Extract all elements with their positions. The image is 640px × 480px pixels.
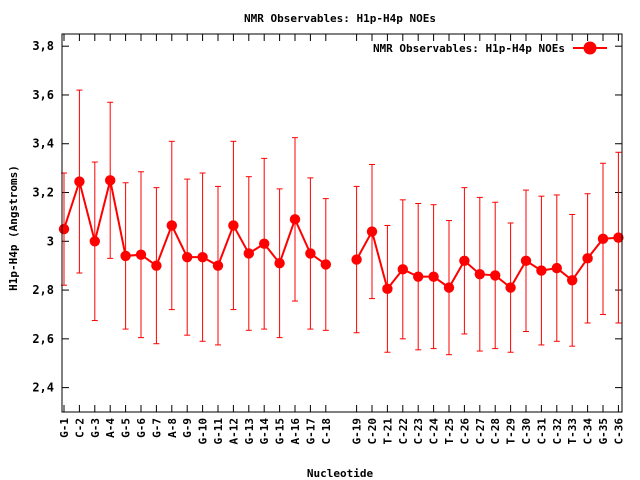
y-tick-label: 3,2 (32, 186, 54, 200)
data-point (597, 233, 609, 245)
x-tick-label: G-11 (212, 418, 225, 445)
x-tick-label: C-22 (397, 418, 410, 445)
data-point (382, 283, 393, 295)
x-tick-label: T-33 (566, 418, 579, 445)
series-segment (355, 228, 619, 292)
x-tick-label: A-4 (104, 418, 117, 438)
x-tick-label: G-17 (304, 418, 317, 445)
data-point (474, 269, 485, 280)
data-point (120, 250, 131, 262)
data-point (520, 255, 532, 266)
data-point (58, 223, 70, 235)
x-tick-label: A-8 (166, 418, 179, 438)
x-tick-label: C-27 (474, 418, 487, 445)
x-tick-label: G-7 (150, 418, 163, 438)
data-point (74, 176, 85, 187)
x-tick-label: C-20 (366, 418, 379, 445)
x-tick-label: G-15 (274, 418, 287, 445)
y-tick-label: 2,4 (32, 381, 54, 395)
x-tick-label: C-34 (582, 418, 595, 445)
data-point (289, 214, 301, 225)
x-tick-label: C-26 (458, 418, 471, 445)
y-tick-label: 3,8 (32, 39, 54, 53)
y-tick-label: 3 (47, 234, 54, 248)
data-point (536, 265, 547, 276)
data-point (305, 248, 316, 259)
data-point (89, 236, 101, 247)
data-point (274, 258, 285, 269)
x-tick-label: T-29 (505, 418, 518, 445)
x-tick-label: G-19 (351, 418, 364, 445)
data-point (551, 262, 562, 274)
series-line (63, 177, 619, 292)
error-bars (61, 89, 622, 356)
data-point (613, 232, 624, 243)
x-tick-label: C-31 (535, 418, 548, 445)
x-tick-label: C-23 (412, 418, 425, 445)
x-tick-label: C-2 (73, 418, 86, 438)
y-tick-label: 2,8 (32, 283, 54, 297)
x-tick-label: G-35 (597, 418, 610, 445)
x-tick-label: C-28 (489, 418, 502, 445)
data-points (58, 175, 624, 295)
y-tick-label: 2,6 (32, 332, 54, 346)
data-point (105, 175, 116, 186)
x-tick-label: G-3 (89, 418, 102, 438)
x-tick-label: C-24 (428, 418, 441, 445)
plot-frame (61, 33, 623, 413)
x-tick-label: C-32 (551, 418, 564, 445)
x-tick-label: G-1 (58, 418, 71, 438)
data-point (351, 254, 362, 265)
legend-label: NMR Observables: H1p-H4p NOEs (373, 42, 565, 55)
data-point (397, 264, 408, 275)
x-tick-label: G-14 (258, 418, 271, 445)
y-axis: 2,4 2,6 2,8 3 3,2 3,4 3,6 3,8 (32, 39, 622, 395)
data-point (212, 260, 224, 271)
data-point (490, 270, 501, 281)
data-point (243, 248, 254, 259)
x-axis-label: Nucleotide (307, 467, 374, 480)
data-point (413, 271, 424, 282)
x-tick-label: G-5 (120, 418, 133, 438)
x-tick-label: C-36 (612, 418, 625, 445)
x-tick-label: C-18 (320, 418, 333, 445)
data-point (151, 260, 162, 271)
data-point (197, 251, 208, 263)
x-tick-label: C-30 (520, 418, 533, 445)
series-segment (63, 177, 327, 268)
data-point (228, 220, 239, 231)
data-point (320, 259, 331, 270)
data-point (459, 255, 470, 266)
data-point (366, 226, 378, 237)
x-tick-label: A-12 (227, 418, 240, 445)
data-point (428, 271, 439, 282)
x-tick-label: G-13 (243, 418, 256, 445)
data-point (443, 282, 455, 293)
data-point (582, 253, 593, 264)
data-point (567, 275, 578, 286)
x-tick-label: G-9 (181, 418, 194, 438)
x-tick-label: G-10 (197, 418, 210, 445)
x-tick-label: A-16 (289, 418, 302, 445)
data-point (135, 249, 147, 260)
x-tick-label: T-21 (381, 418, 394, 445)
y-tick-label: 3,6 (32, 88, 54, 102)
x-axis: G-1 C-2 G-3 A-4 G-5 G-6 G-7 A-8 G-9 G-10 G-11 A-12 G… (58, 34, 625, 445)
legend: NMR Observables: H1p-H4p NOEs (373, 41, 607, 55)
data-point (166, 220, 177, 231)
legend-marker (583, 41, 597, 55)
data-point (182, 251, 193, 263)
chart-title: NMR Observables: H1p-H4p NOEs (244, 12, 436, 25)
data-point (259, 238, 270, 249)
y-tick-label: 3,4 (32, 137, 54, 151)
y-axis-label: H1p-H4p (Angstroms) (7, 165, 20, 291)
x-tick-label: G-6 (135, 418, 148, 438)
x-tick-label: T-25 (443, 418, 456, 445)
data-point (505, 282, 516, 293)
